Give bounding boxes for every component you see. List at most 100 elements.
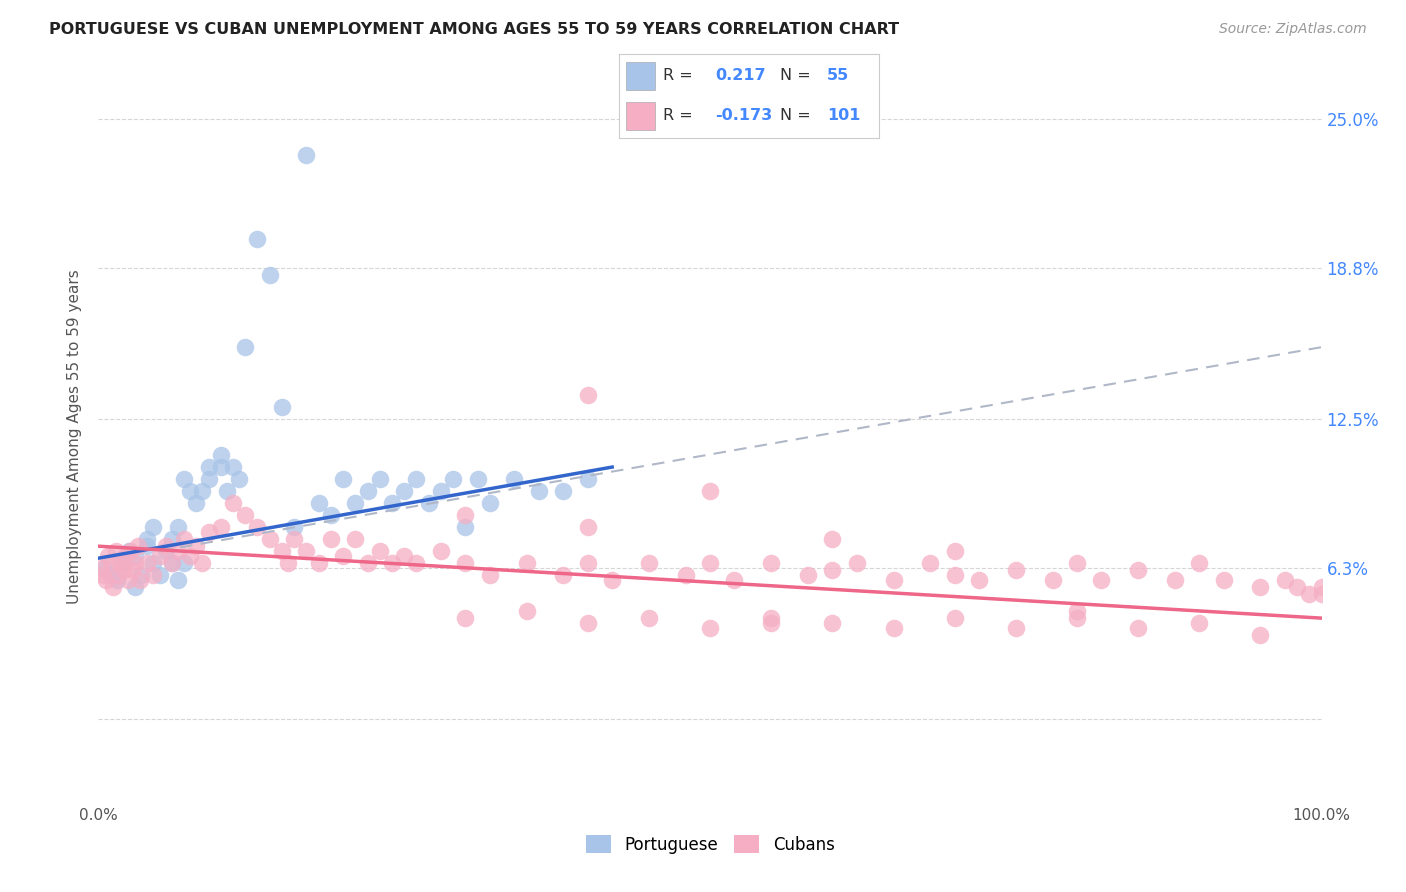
Point — [319, 508, 342, 522]
Point — [454, 508, 477, 522]
Text: PORTUGUESE VS CUBAN UNEMPLOYMENT AMONG AGES 55 TO 59 YEARS CORRELATION CHART: PORTUGUESE VS CUBAN UNEMPLOYMENT AMONG A… — [49, 22, 900, 37]
Point — [515, 556, 537, 570]
Point — [576, 472, 599, 486]
Point — [368, 472, 391, 486]
Point — [637, 556, 661, 570]
Point — [111, 563, 134, 577]
Point — [845, 556, 868, 570]
Point — [111, 556, 134, 570]
Point — [675, 568, 697, 582]
Point — [430, 544, 453, 558]
Point — [142, 568, 165, 582]
Point — [943, 544, 966, 558]
Point — [1004, 563, 1026, 577]
Point — [883, 573, 905, 587]
Point — [454, 611, 477, 625]
Point — [332, 549, 354, 563]
Point — [1188, 615, 1211, 630]
Point — [136, 532, 159, 546]
Point — [943, 611, 966, 625]
Point — [723, 573, 745, 587]
Point — [356, 556, 378, 570]
Point — [127, 539, 149, 553]
Point — [920, 556, 942, 570]
Point — [1249, 580, 1271, 594]
Point — [478, 496, 501, 510]
Point — [368, 544, 391, 558]
Point — [405, 556, 427, 570]
Point — [277, 556, 299, 570]
Point — [124, 556, 146, 570]
Point — [478, 568, 501, 582]
Point — [821, 615, 844, 630]
Text: 0.217: 0.217 — [714, 69, 765, 84]
Point — [344, 496, 367, 510]
Point — [167, 573, 190, 587]
Point — [1066, 604, 1088, 618]
Point — [149, 549, 172, 563]
Point — [1298, 587, 1320, 601]
Point — [308, 556, 330, 570]
Point — [392, 483, 416, 498]
Point — [381, 556, 404, 570]
Point — [576, 615, 599, 630]
Point — [699, 483, 721, 498]
Point — [191, 556, 214, 570]
Point — [430, 483, 453, 498]
Point — [356, 483, 378, 498]
Point — [160, 532, 183, 546]
Text: 101: 101 — [827, 108, 860, 123]
Point — [233, 340, 256, 354]
Point — [124, 580, 146, 594]
Point — [332, 472, 354, 486]
Point — [1128, 621, 1150, 635]
Point — [233, 508, 256, 522]
Point — [821, 532, 844, 546]
Point — [197, 460, 219, 475]
Point — [467, 472, 489, 486]
Point — [1128, 563, 1150, 577]
Point — [344, 532, 367, 546]
Text: Source: ZipAtlas.com: Source: ZipAtlas.com — [1219, 22, 1367, 37]
FancyBboxPatch shape — [627, 62, 655, 90]
Point — [209, 460, 232, 475]
Point — [179, 483, 201, 498]
Point — [136, 539, 159, 553]
Point — [94, 573, 117, 587]
Point — [576, 556, 599, 570]
Point — [1212, 573, 1234, 587]
Point — [405, 472, 427, 486]
Point — [124, 549, 146, 563]
Point — [121, 563, 143, 577]
Point — [222, 460, 245, 475]
Point — [142, 556, 165, 570]
Text: 55: 55 — [827, 69, 849, 84]
Point — [246, 232, 269, 246]
Text: N =: N = — [780, 69, 811, 84]
Point — [160, 556, 183, 570]
Point — [600, 573, 623, 587]
Point — [392, 549, 416, 563]
Point — [967, 573, 990, 587]
Point — [527, 483, 550, 498]
Point — [120, 544, 142, 558]
Point — [129, 568, 152, 582]
Point — [553, 483, 575, 498]
Point — [104, 544, 127, 558]
Point — [259, 532, 281, 546]
Point — [1066, 556, 1088, 570]
Point — [283, 532, 305, 546]
Point — [576, 388, 599, 402]
Point — [105, 573, 128, 587]
Point — [118, 544, 141, 558]
Point — [90, 561, 112, 575]
Point — [100, 568, 122, 582]
Point — [761, 615, 783, 630]
Point — [1310, 580, 1333, 594]
Point — [1286, 580, 1309, 594]
Legend: Portuguese, Cubans: Portuguese, Cubans — [579, 829, 841, 860]
Point — [761, 556, 783, 570]
Text: R =: R = — [662, 69, 693, 84]
Point — [209, 520, 232, 534]
Point — [295, 148, 318, 162]
